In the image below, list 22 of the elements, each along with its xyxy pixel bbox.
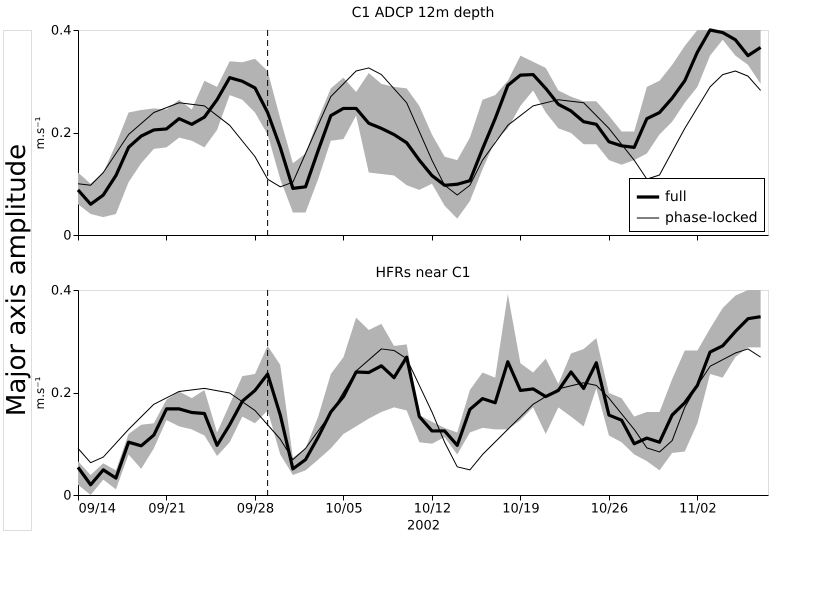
x-tick-label: 09/28 xyxy=(236,502,274,516)
x-tick-label: 09/21 xyxy=(148,502,186,516)
y-tick-label: 0.2 xyxy=(50,386,72,401)
x-tick-label: 10/26 xyxy=(590,502,628,516)
y-tick-label: 0.4 xyxy=(50,284,72,298)
y-axis-title: m.s⁻¹ xyxy=(32,376,47,410)
y-tick-label: 0 xyxy=(63,488,72,504)
y-tick-label: 0 xyxy=(63,228,72,244)
x-tick-label: 09/14 xyxy=(78,502,116,516)
x-tick-label: 10/19 xyxy=(502,502,540,516)
chart-title: C1 ADCP 12m depth xyxy=(352,5,494,21)
y-tick-label: 0.2 xyxy=(50,126,72,141)
x-tick-label: 10/12 xyxy=(414,502,452,516)
x-tick-label: 11/02 xyxy=(679,502,717,516)
y-axis-title: m.s⁻¹ xyxy=(32,116,47,150)
chart-title: HFRs near C1 xyxy=(375,265,471,281)
text: Major axis amplitude xyxy=(2,144,32,416)
x-axis-title: 2002 xyxy=(406,518,440,534)
legend-label: full xyxy=(665,189,687,205)
y-tick-label: 0.4 xyxy=(50,24,72,38)
legend-label: phase-locked xyxy=(665,210,758,226)
x-tick-label: 10/05 xyxy=(325,502,363,516)
